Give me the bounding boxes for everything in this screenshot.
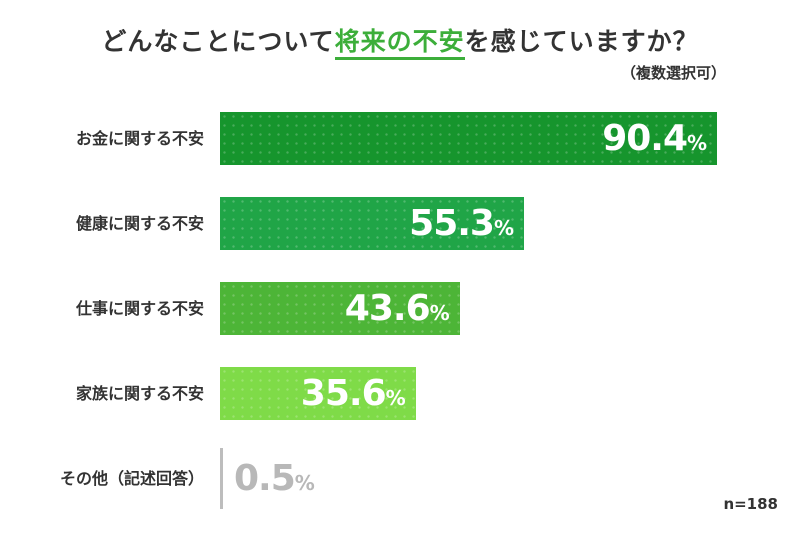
data-label: 0.5% <box>234 457 315 499</box>
category-label: 仕事に関する不安 <box>75 298 204 318</box>
data-label: 90.4% <box>602 117 708 159</box>
bar <box>220 448 223 509</box>
title-text-after: を感じていますか？ <box>464 27 699 56</box>
chart-subtitle: （複数選択可） <box>620 64 726 82</box>
chart-title: どんなことについて将来の不安を感じていますか？ <box>0 22 800 60</box>
category-label: その他（記述回答） <box>59 468 204 488</box>
bar <box>220 112 718 165</box>
title-highlight: 将来の不安 <box>334 27 465 60</box>
data-label: 43.6% <box>344 287 450 329</box>
category-label: 健康に関する不安 <box>75 213 204 233</box>
sample-size-label: n=188 <box>723 495 778 513</box>
data-label: 35.6% <box>300 372 406 414</box>
bar <box>220 282 460 335</box>
category-label: お金に関する不安 <box>75 128 204 148</box>
title-text-before: どんなことについて <box>101 27 335 56</box>
category-label: 家族に関する不安 <box>75 383 204 403</box>
bar <box>220 367 416 420</box>
data-label: 55.3% <box>409 202 515 244</box>
bar <box>220 197 525 250</box>
